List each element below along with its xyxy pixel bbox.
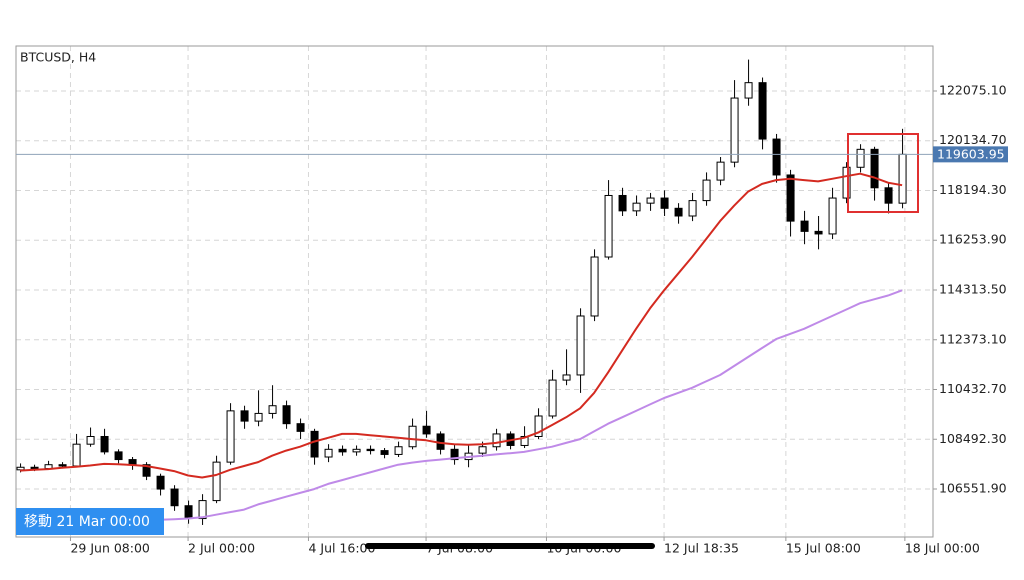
plot bbox=[16, 59, 907, 525]
candle-body bbox=[114, 451, 123, 461]
candle-body bbox=[450, 448, 459, 461]
grid bbox=[16, 46, 937, 541]
candle-body bbox=[394, 446, 403, 455]
x-tick-label: 12 Jul 18:35 bbox=[664, 541, 739, 556]
candle-body bbox=[324, 448, 333, 458]
candle-body bbox=[604, 194, 613, 258]
candle-body bbox=[716, 161, 725, 181]
candle-body bbox=[58, 464, 67, 467]
candle-body bbox=[142, 464, 151, 477]
current-price-label: 119603.95 bbox=[937, 146, 1005, 161]
y-tick-label: 116253.90 bbox=[939, 232, 1007, 247]
current-price-tag bbox=[933, 146, 1008, 163]
candle-body bbox=[226, 410, 235, 463]
candle-body bbox=[758, 82, 767, 140]
plot-frame bbox=[15, 45, 934, 538]
moving-average-line bbox=[160, 289, 903, 521]
x-tick-label: 4 Jul 16:00 bbox=[308, 541, 375, 556]
candle-body bbox=[548, 379, 557, 417]
candle-body bbox=[268, 405, 277, 414]
x-tick-label: 18 Jul 00:00 bbox=[905, 541, 980, 556]
candle-body bbox=[632, 202, 641, 212]
x-tick-label: 29 Jun 08:00 bbox=[70, 541, 149, 556]
candle-body bbox=[772, 138, 781, 176]
y-tick-label: 122075.10 bbox=[939, 82, 1007, 97]
candle-body bbox=[646, 197, 655, 204]
candle-body bbox=[856, 148, 865, 168]
candle-body bbox=[352, 448, 361, 453]
candle-body bbox=[478, 446, 487, 454]
candle-body bbox=[730, 97, 739, 163]
x-tick-label: 2 Jul 00:00 bbox=[188, 541, 255, 556]
candle-body bbox=[702, 179, 711, 202]
candle-body bbox=[814, 230, 823, 235]
highlight-box bbox=[847, 133, 919, 213]
candle-body bbox=[492, 433, 501, 448]
candle-body bbox=[590, 256, 599, 317]
candle-body bbox=[884, 187, 893, 204]
overlay: 106551.90 108492.30 110432.70 112373.10 1143… bbox=[16, 82, 1008, 556]
candle-body bbox=[520, 435, 529, 446]
candle-body bbox=[212, 461, 221, 502]
candle-body bbox=[170, 488, 179, 507]
cursor-tag bbox=[16, 508, 164, 535]
chart-title: BTCUSD, H4 bbox=[20, 50, 96, 65]
candle-body bbox=[338, 448, 347, 453]
candle-body bbox=[800, 220, 809, 232]
y-tick-label: 112373.10 bbox=[939, 331, 1007, 346]
candle-body bbox=[380, 450, 389, 455]
x-tick-label: 15 Jul 08:00 bbox=[786, 541, 861, 556]
y-tick-label: 106551.90 bbox=[939, 481, 1007, 496]
candle-body bbox=[422, 425, 431, 435]
candle-body bbox=[282, 405, 291, 425]
candle-body bbox=[618, 194, 627, 212]
y-tick-label: 108492.30 bbox=[939, 431, 1007, 446]
y-tick-label: 110432.70 bbox=[939, 381, 1007, 396]
candle-body bbox=[744, 82, 753, 99]
candle-body bbox=[240, 410, 249, 422]
y-tick-label: 114313.50 bbox=[939, 282, 1007, 297]
candle-body bbox=[30, 466, 39, 470]
candle-body bbox=[898, 153, 907, 204]
moving-average-line bbox=[20, 172, 903, 479]
candle-body bbox=[576, 315, 585, 376]
candle-body bbox=[310, 430, 319, 458]
candle-body bbox=[254, 412, 263, 422]
candle-body bbox=[72, 443, 81, 467]
candle-body bbox=[296, 423, 305, 432]
candle-body bbox=[198, 500, 207, 520]
candle-body bbox=[562, 374, 571, 381]
candle-body bbox=[786, 174, 795, 222]
candle-body bbox=[408, 425, 417, 448]
y-tick-label: 120134.70 bbox=[939, 132, 1007, 147]
candle-body bbox=[534, 415, 543, 437]
candle-body bbox=[156, 475, 165, 490]
candle-body bbox=[842, 166, 851, 199]
candle-body bbox=[366, 448, 375, 452]
home-indicator bbox=[365, 543, 655, 549]
cursor-label: 移動 21 Mar 00:00 bbox=[24, 514, 150, 530]
candle-body bbox=[86, 435, 95, 445]
candle-body bbox=[660, 197, 669, 209]
candle-body bbox=[828, 197, 837, 235]
y-tick-label: 118194.30 bbox=[939, 182, 1007, 197]
candle-body bbox=[870, 148, 879, 189]
candle-body bbox=[100, 435, 109, 453]
candle-body bbox=[688, 200, 697, 217]
candle-body bbox=[184, 505, 193, 520]
candle-body bbox=[674, 207, 683, 217]
